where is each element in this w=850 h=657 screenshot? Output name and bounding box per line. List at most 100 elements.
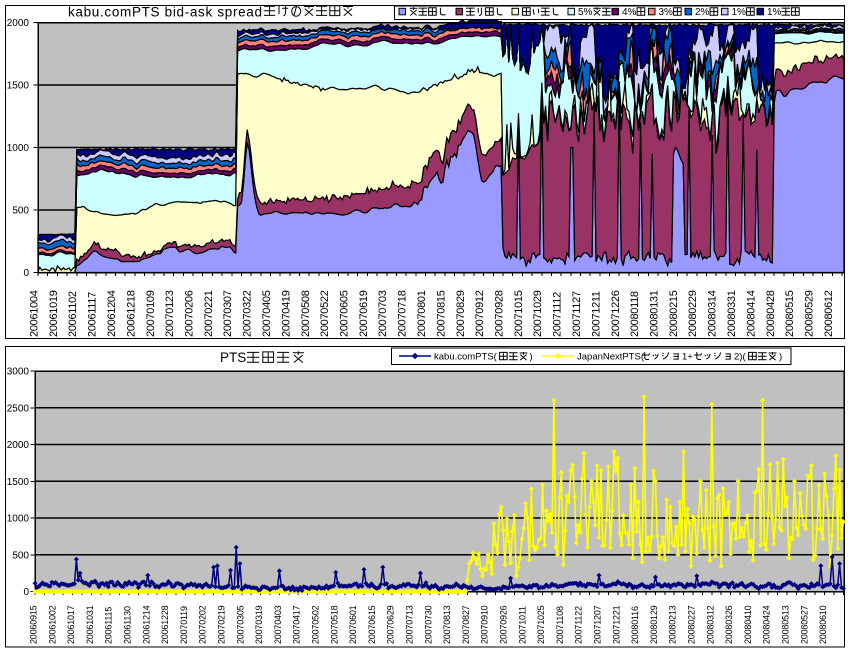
svg-text:20061019: 20061019	[48, 290, 60, 337]
svg-text:20080131: 20080131	[649, 290, 661, 337]
svg-text:20071011: 20071011	[517, 606, 527, 644]
svg-text:20071122: 20071122	[574, 606, 584, 644]
svg-text:1+: 1+	[682, 352, 693, 363]
svg-text:20071221: 20071221	[611, 605, 621, 644]
svg-text:20061214: 20061214	[141, 605, 151, 644]
svg-text:20070219: 20070219	[217, 605, 227, 644]
svg-text:0: 0	[23, 268, 29, 279]
svg-text:20070502: 20070502	[311, 605, 321, 644]
svg-text:20071207: 20071207	[593, 605, 603, 644]
svg-text:kabu.comPTS bid-ask spread: kabu.comPTS bid-ask spread	[68, 5, 262, 20]
svg-text:500: 500	[12, 206, 29, 217]
svg-text:20061228: 20061228	[160, 605, 170, 644]
svg-text:20071211: 20071211	[590, 291, 602, 337]
svg-text:20070319: 20070319	[254, 605, 264, 644]
svg-text:20070206: 20070206	[184, 290, 196, 337]
svg-text:20080527: 20080527	[799, 605, 809, 644]
svg-text:20070322: 20070322	[242, 290, 254, 337]
svg-text:kabu.comPTS(: kabu.comPTS(	[434, 352, 498, 363]
svg-text:1000: 1000	[7, 514, 30, 525]
svg-text:20080515: 20080515	[784, 290, 796, 337]
svg-text:20070713: 20070713	[405, 605, 415, 644]
svg-text:20080215: 20080215	[668, 290, 680, 337]
svg-text:20070518: 20070518	[329, 605, 339, 644]
svg-text:20080410: 20080410	[743, 605, 753, 644]
svg-text:20080227: 20080227	[687, 605, 697, 644]
svg-text:20071015: 20071015	[513, 290, 525, 337]
svg-text:20070615: 20070615	[367, 605, 377, 644]
svg-text:4%: 4%	[622, 7, 637, 18]
svg-text:0: 0	[23, 587, 29, 598]
svg-text:20061115: 20061115	[104, 607, 114, 644]
svg-text:20061031: 20061031	[85, 605, 95, 644]
svg-text:20080118: 20080118	[629, 291, 641, 337]
svg-text:2)(: 2)(	[734, 352, 746, 363]
svg-text:1000: 1000	[7, 143, 30, 154]
svg-text:20070601: 20070601	[348, 605, 358, 644]
svg-text:20070813: 20070813	[442, 605, 452, 644]
svg-text:20071226: 20071226	[610, 290, 622, 337]
svg-text:20071127: 20071127	[571, 291, 583, 337]
svg-text:20070829: 20070829	[455, 290, 467, 337]
svg-text:20061117: 20061117	[87, 292, 99, 337]
svg-text:20070221: 20070221	[203, 290, 215, 337]
svg-text:20070912: 20070912	[474, 290, 486, 337]
svg-text:20070419: 20070419	[280, 290, 292, 337]
svg-text:): )	[530, 352, 533, 363]
svg-text:20080213: 20080213	[668, 605, 678, 644]
svg-text:20070522: 20070522	[319, 290, 331, 337]
svg-text:20070827: 20070827	[461, 605, 471, 644]
svg-text:): )	[779, 352, 782, 363]
svg-text:2%: 2%	[695, 7, 710, 18]
svg-text:20061017: 20061017	[66, 605, 76, 644]
svg-text:PTS: PTS	[220, 350, 246, 365]
svg-text:20080610: 20080610	[818, 605, 828, 644]
svg-text:20070508: 20070508	[300, 290, 312, 337]
svg-text:20080414: 20080414	[745, 290, 757, 337]
svg-text:20080129: 20080129	[649, 605, 659, 644]
svg-text:20071025: 20071025	[536, 605, 546, 644]
svg-text:20080424: 20080424	[762, 605, 772, 644]
svg-text:20070605: 20070605	[339, 290, 351, 337]
svg-text:20061204: 20061204	[106, 290, 118, 337]
svg-text:2500: 2500	[7, 403, 30, 414]
svg-text:20080229: 20080229	[687, 290, 699, 337]
svg-text:5%: 5%	[578, 7, 593, 18]
svg-text:2000: 2000	[7, 18, 30, 29]
svg-text:20070815: 20070815	[435, 290, 447, 337]
svg-text:20080312: 20080312	[705, 605, 715, 644]
svg-text:20080428: 20080428	[765, 290, 777, 337]
svg-text:20070801: 20070801	[416, 290, 428, 337]
svg-text:20071112: 20071112	[552, 292, 564, 337]
svg-text:20070629: 20070629	[386, 605, 396, 644]
svg-text:500: 500	[12, 550, 29, 561]
svg-text:20070123: 20070123	[164, 290, 176, 337]
svg-text:20061102: 20061102	[67, 291, 79, 337]
svg-text:2000: 2000	[7, 440, 30, 451]
svg-text:20080116: 20080116	[630, 606, 640, 644]
svg-text:20070305: 20070305	[235, 605, 245, 644]
svg-text:20061130: 20061130	[123, 606, 133, 644]
svg-text:20060915: 20060915	[29, 605, 39, 644]
svg-text:20080326: 20080326	[724, 605, 734, 644]
svg-text:20080513: 20080513	[781, 605, 791, 644]
svg-text:20070910: 20070910	[480, 605, 490, 644]
svg-text:1500: 1500	[7, 477, 30, 488]
svg-text:3000: 3000	[7, 367, 30, 378]
svg-text:1500: 1500	[7, 81, 30, 92]
svg-text:20080612: 20080612	[823, 290, 835, 337]
svg-text:20070109: 20070109	[145, 290, 157, 337]
svg-text:20080529: 20080529	[804, 290, 816, 337]
svg-text:20070928: 20070928	[494, 290, 506, 337]
svg-text:20070926: 20070926	[499, 605, 509, 644]
svg-text:20061004: 20061004	[29, 290, 41, 337]
svg-text:20061218: 20061218	[125, 290, 137, 337]
svg-text:1%: 1%	[767, 7, 782, 18]
svg-text:20080314: 20080314	[707, 290, 719, 337]
svg-text:20061002: 20061002	[47, 605, 57, 644]
svg-text:20070403: 20070403	[273, 605, 283, 644]
svg-text:3%: 3%	[659, 7, 674, 18]
svg-text:20070718: 20070718	[397, 290, 409, 337]
svg-text:20070405: 20070405	[261, 290, 273, 337]
svg-text:20070202: 20070202	[198, 605, 208, 644]
